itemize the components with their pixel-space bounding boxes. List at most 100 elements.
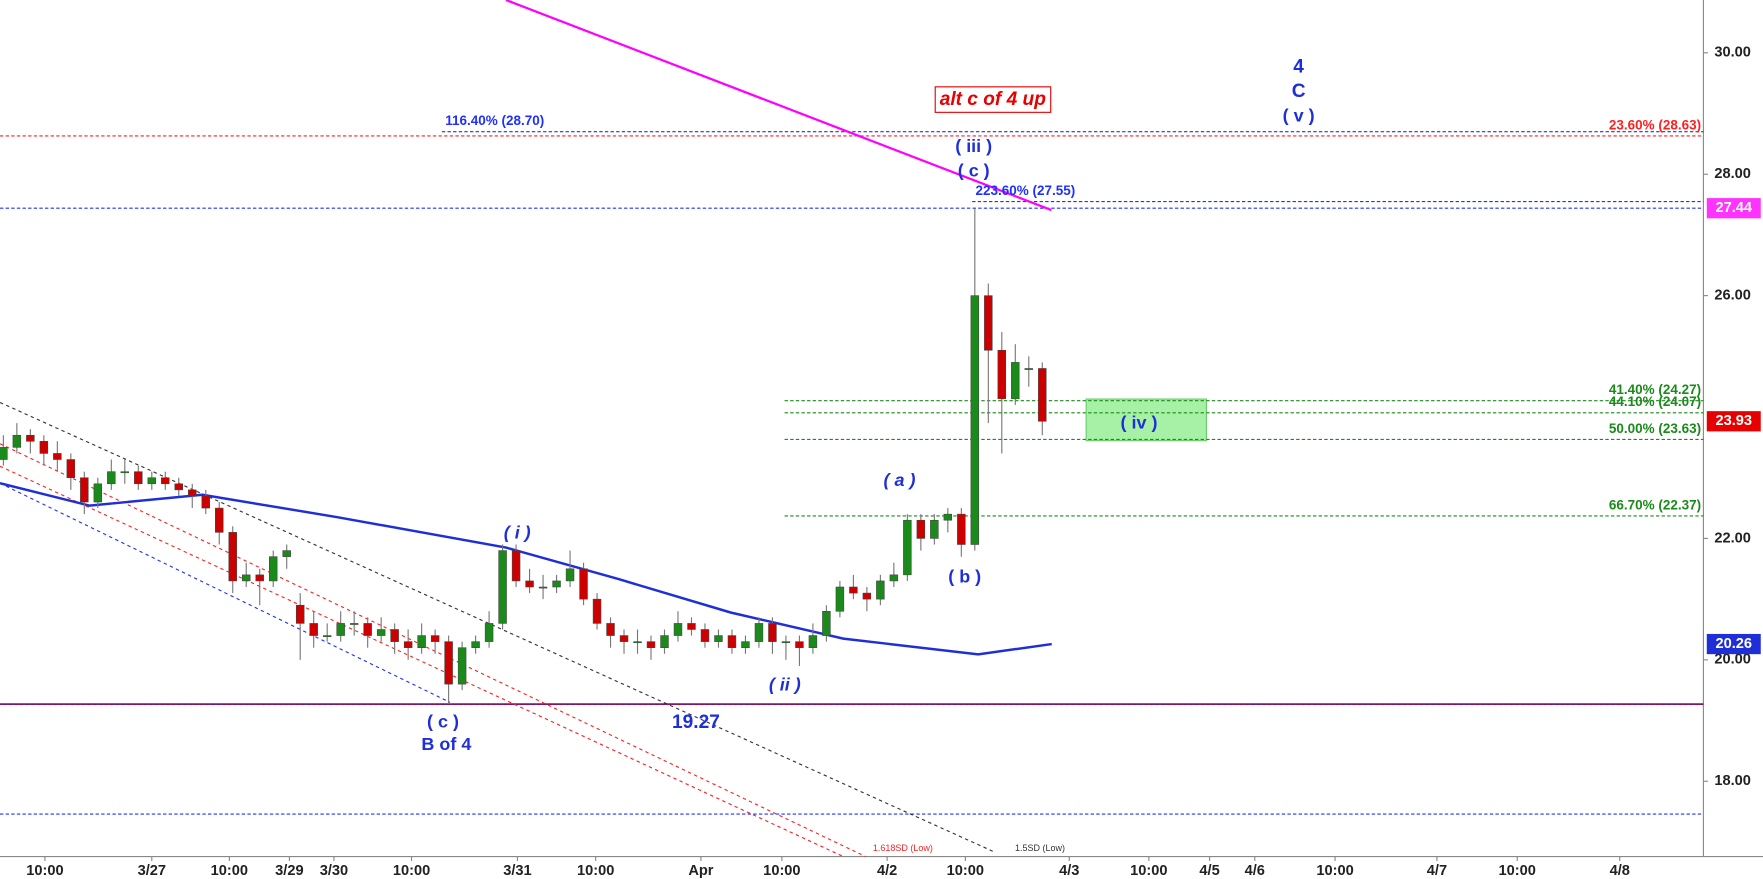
candle-body — [390, 629, 399, 642]
price-badge — [1706, 633, 1761, 655]
candle-body — [741, 641, 750, 648]
wave-annotation: ( c ) — [958, 161, 990, 181]
candle-body — [984, 295, 993, 351]
candle-body — [1024, 368, 1034, 370]
candle-body — [363, 623, 372, 636]
candle-body — [120, 471, 130, 474]
candle-body — [1038, 368, 1047, 422]
candle-body — [633, 641, 642, 644]
price-badge — [1706, 198, 1761, 219]
price-badge — [1706, 411, 1761, 432]
level-label: 116.40% (28.70) — [445, 113, 544, 128]
x-tick-label: 10:00 — [947, 863, 984, 879]
candle-body — [565, 568, 575, 582]
wave-annotation: ( b ) — [948, 567, 981, 587]
candle-body — [970, 295, 980, 545]
wave-annotation: ( iv ) — [1120, 413, 1157, 433]
x-tick-label: 3/27 — [138, 863, 166, 879]
candle-body — [646, 641, 656, 648]
price-badge-label: 20.26 — [1715, 636, 1752, 652]
candle-body — [53, 453, 62, 460]
candle-body — [147, 477, 157, 485]
y-tick-label: 30.00 — [1714, 45, 1751, 61]
candle-body — [295, 604, 305, 624]
x-tick-label: 10:00 — [1130, 863, 1167, 879]
moving-average — [0, 481, 1052, 656]
wave-annotation: alt c of 4 up — [940, 89, 1047, 110]
candle-body — [403, 641, 413, 648]
x-tick-label: 3/30 — [320, 863, 348, 879]
y-tick-label: 28.00 — [1714, 166, 1751, 182]
wave-annotation: ( v ) — [1283, 106, 1315, 126]
candle-body — [552, 580, 561, 588]
wave-annotation: ( c ) — [427, 712, 459, 732]
candle-body — [39, 441, 49, 454]
x-tick-label: 4/5 — [1199, 863, 1219, 879]
x-tick-label: 4/8 — [1610, 863, 1630, 879]
x-tick-label: 10:00 — [577, 863, 614, 879]
wave-iv-zone — [1085, 398, 1208, 442]
candle-body — [862, 592, 872, 600]
x-tick-label: 3/31 — [503, 863, 531, 879]
wave-annotation: 1.5SD (Low) — [1015, 843, 1065, 853]
text-layer: 18.00 20.00 22.00 26.00 28.00 30.00 10:00 3/27 1… — [26, 45, 1761, 879]
candle-body — [174, 483, 183, 491]
wave-annotation: ( ii ) — [769, 674, 801, 694]
candle-body — [754, 623, 764, 642]
x-tick-label: 3/29 — [275, 863, 303, 879]
level-label: 66.70% (22.37) — [1609, 497, 1701, 512]
candle-body — [417, 635, 426, 648]
candle-body — [430, 635, 440, 642]
level-label: 50.00% (23.63) — [1609, 421, 1701, 436]
candle-body — [161, 477, 170, 485]
level-label: 23.60% (28.63) — [1609, 117, 1701, 132]
candle-body — [1011, 362, 1020, 400]
candle-body — [808, 635, 818, 648]
candle-body — [242, 574, 251, 582]
candle-body — [673, 623, 683, 636]
candle-body — [457, 647, 467, 685]
candle-body — [12, 434, 22, 448]
x-tick-label: 10:00 — [763, 863, 800, 879]
candle-body — [269, 556, 278, 582]
candle-body — [322, 635, 332, 637]
candle-body — [781, 641, 791, 644]
y-tick-label: 20.00 — [1714, 652, 1751, 668]
candle-body — [606, 623, 615, 636]
candle-body — [579, 568, 588, 600]
candle-body — [471, 641, 480, 648]
candle-body — [916, 519, 926, 539]
candle-body — [66, 459, 76, 479]
candle-body — [255, 574, 264, 582]
x-tick-label: 4/2 — [877, 863, 897, 879]
candle-body — [282, 550, 291, 557]
x-tick-label: 10:00 — [1499, 863, 1536, 879]
trend-line — [0, 482, 451, 703]
candle-body — [484, 623, 494, 642]
candle-body — [336, 623, 345, 636]
wave-annotation: 1.618SD (Low) — [873, 843, 933, 853]
wave-annotation: C — [1292, 81, 1306, 102]
candle-body — [511, 550, 521, 582]
trend-line — [0, 443, 866, 858]
candle-body — [0, 447, 8, 460]
wave-annotation: ( a ) — [884, 470, 916, 490]
candle-body — [349, 623, 359, 625]
candle-body — [889, 574, 899, 582]
candle-body — [215, 507, 224, 533]
candle-body — [822, 610, 831, 636]
x-tick-label: 10:00 — [26, 863, 63, 879]
candle-body — [201, 495, 210, 509]
x-tick-label: 4/7 — [1427, 863, 1447, 879]
candle-body — [619, 635, 629, 642]
candle-body — [997, 349, 1007, 400]
candle-body — [188, 489, 197, 497]
wave-annotation: ( i ) — [504, 523, 531, 543]
wave-annotation: 4 — [1293, 56, 1304, 77]
candle-body — [957, 513, 966, 545]
candle-body — [498, 550, 507, 624]
wave-annotation: B of 4 — [421, 734, 471, 754]
level-label: 44.10% (24.07) — [1609, 394, 1701, 409]
candle-body — [93, 483, 103, 503]
candle-body — [376, 629, 386, 636]
